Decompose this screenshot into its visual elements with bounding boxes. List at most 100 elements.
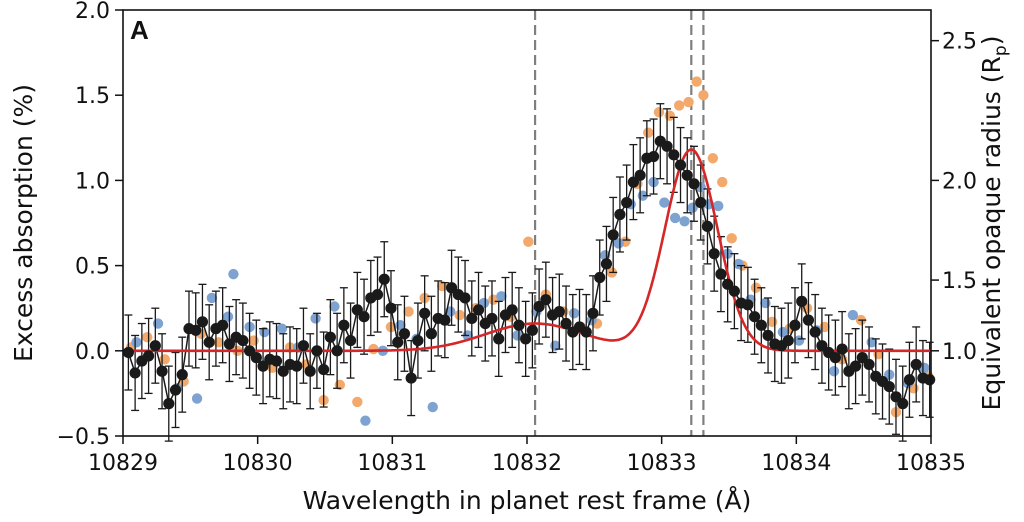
average-point: [681, 169, 693, 181]
exposure-a-point: [653, 107, 665, 118]
average-point: [506, 304, 518, 316]
exposure-a-points: [125, 76, 934, 418]
average-point: [445, 282, 458, 294]
average-point: [142, 350, 155, 362]
average-point: [493, 333, 505, 345]
average-point: [621, 196, 633, 209]
average-point: [627, 176, 639, 188]
average-point: [459, 292, 471, 304]
average-point: [223, 338, 235, 350]
y2-tick-label: 2.5: [942, 30, 977, 55]
average-point: [897, 398, 909, 410]
exposure-b-point: [276, 323, 288, 334]
average-point: [924, 374, 936, 386]
average-point: [634, 169, 646, 181]
average-point: [540, 294, 552, 306]
average-point: [257, 360, 269, 372]
y2-tick-label: 2.0: [942, 169, 977, 194]
average-point: [789, 319, 801, 331]
average-point: [270, 355, 283, 367]
average-point: [587, 307, 599, 319]
exposure-a-point: [142, 331, 153, 343]
average-point: [392, 336, 404, 348]
average-point: [526, 324, 538, 336]
average-points: [122, 135, 936, 410]
average-point: [243, 345, 256, 357]
average-point: [607, 229, 619, 241]
exposure-a-point: [643, 127, 654, 138]
average-point: [728, 285, 740, 297]
average-point: [836, 343, 848, 355]
y-tick-label: 2.0: [75, 0, 110, 24]
average-point: [553, 306, 565, 318]
average-point: [708, 248, 720, 260]
exposure-a-point: [750, 282, 762, 293]
average-point: [169, 384, 182, 396]
y-tick-label: −0.5: [57, 425, 110, 450]
average-point: [647, 150, 660, 163]
average-point: [196, 316, 209, 328]
average-point: [163, 398, 175, 410]
exposure-a-point: [698, 90, 709, 101]
panel-label: A: [130, 15, 149, 45]
average-point: [668, 149, 680, 161]
y-tick-label: 1.0: [75, 169, 110, 194]
exposure-a-point: [683, 96, 694, 108]
average-point: [318, 363, 330, 376]
exposure-b-point: [669, 212, 681, 224]
average-point: [701, 220, 714, 233]
average-point: [425, 328, 437, 340]
x-tick-label: 10832: [492, 451, 562, 476]
average-point: [419, 307, 431, 319]
exposure-a-point: [368, 343, 379, 355]
axes-layer: 10829 10830 10831 10832 10833 10834 10835 −0.5 0…: [57, 0, 977, 476]
y-axis-label: Excess absorption (%): [9, 84, 38, 362]
exposure-b-point: [568, 308, 580, 319]
average-connecting-line: [127, 140, 930, 406]
average-point: [277, 365, 289, 377]
average-point: [722, 278, 734, 290]
y-tick-label: 0.0: [75, 340, 110, 365]
x-tick-label: 10833: [627, 451, 697, 476]
exposure-a-point: [673, 100, 685, 111]
exposure-a-point: [159, 354, 170, 365]
x-axis-label: Wavelength in planet rest frame (Å): [303, 486, 752, 515]
average-point: [439, 314, 451, 326]
exposure-a-point: [726, 233, 737, 244]
model-fit-line: [123, 148, 931, 353]
average-point: [304, 365, 316, 377]
exposure-b-point: [206, 292, 218, 304]
x-tick-label: 10831: [357, 451, 427, 476]
average-point: [600, 258, 613, 270]
exposure-b-point: [222, 311, 234, 322]
average-point: [412, 334, 424, 347]
average-point: [782, 334, 794, 347]
average-point: [385, 302, 397, 314]
average-point: [378, 273, 390, 285]
average-point: [762, 329, 774, 342]
error-bars: [124, 103, 934, 442]
average-point: [513, 319, 525, 331]
exposure-b-point: [131, 337, 142, 348]
average-point: [809, 326, 821, 338]
average-point: [863, 358, 875, 371]
average-point: [802, 314, 815, 326]
exposure-a-point: [717, 176, 728, 188]
average-point: [203, 336, 215, 348]
average-point: [580, 326, 592, 338]
average-point: [122, 346, 134, 359]
exposure-b-point: [360, 415, 371, 426]
y2-axis-label: Equivalent opaque radius (Rp): [977, 36, 1011, 411]
exposure-b-point: [152, 318, 164, 329]
average-point: [466, 312, 478, 325]
exposure-b-point: [496, 291, 507, 302]
exposure-b-point: [679, 216, 690, 227]
exposure-b-point: [228, 268, 239, 280]
exposure-a-point: [523, 236, 534, 247]
average-point: [405, 372, 417, 384]
plot-frame: [122, 9, 932, 437]
average-point: [291, 360, 303, 372]
x-tick-label: 10834: [761, 451, 831, 476]
exposure-b-point: [329, 301, 340, 312]
